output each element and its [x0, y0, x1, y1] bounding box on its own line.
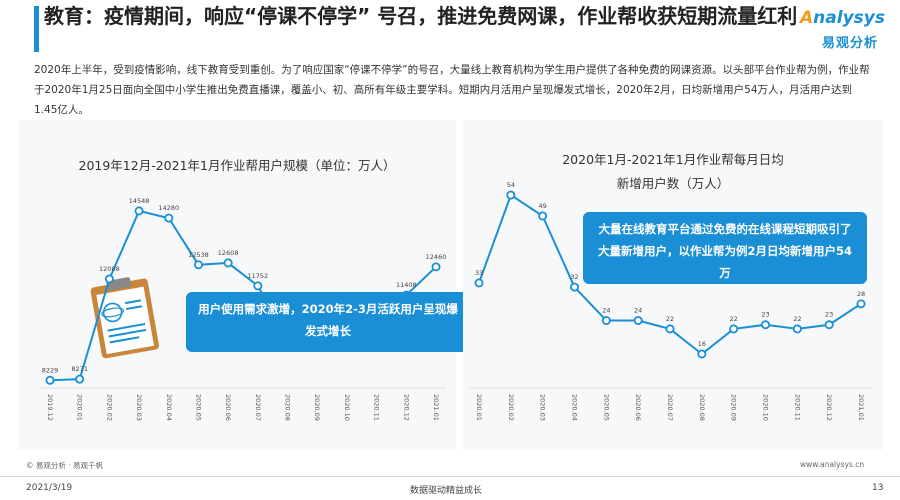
title-accent-bar — [34, 6, 39, 52]
data-label: 11752 — [248, 272, 269, 280]
data-point — [697, 349, 707, 359]
x-tick-label: 2020.02 — [507, 394, 515, 421]
x-tick-label: 2020.04 — [571, 394, 579, 421]
data-label: 16 — [698, 340, 706, 348]
data-label: 23 — [825, 311, 833, 319]
logo-text-en: Analysys — [800, 8, 885, 28]
x-tick-label: 2020.05 — [602, 394, 610, 421]
footer-slogan: 数据驱动精益成长 — [410, 486, 483, 496]
x-tick-label: 2020.07 — [254, 394, 262, 421]
data-point — [729, 324, 739, 334]
data-point — [665, 324, 675, 334]
data-point — [75, 374, 85, 384]
data-point — [253, 281, 263, 291]
x-tick-label: 2020.02 — [105, 394, 113, 421]
data-label: 32 — [570, 273, 578, 281]
data-point — [474, 278, 484, 288]
data-label: 14548 — [129, 197, 150, 205]
data-label: 28 — [857, 290, 865, 298]
data-point — [506, 190, 516, 200]
x-tick-label: 2020.01 — [76, 394, 84, 421]
data-point — [601, 316, 611, 326]
data-point — [570, 282, 580, 292]
x-tick-label: 2020.12 — [825, 394, 833, 421]
data-point — [45, 375, 55, 385]
data-point — [633, 316, 643, 326]
x-tick-label: 2019.12 — [46, 394, 54, 421]
intro-paragraph: 2020年上半年，受到疫情影响，线下教育受到重创。为了响应国家“停课不停学”的号… — [34, 64, 870, 116]
data-point — [824, 320, 834, 330]
footer-divider — [0, 476, 900, 477]
x-tick-label: 2020.11 — [373, 394, 381, 421]
data-label: 24 — [634, 307, 642, 315]
chart-title-right-line2: 新增用户数（万人） — [616, 176, 730, 191]
chart-user-scale: 8229827112008145481428012538126081175297… — [40, 197, 447, 421]
x-tick-label: 2020.06 — [634, 394, 642, 421]
data-point — [134, 206, 144, 216]
x-tick-label: 2020.11 — [793, 394, 801, 421]
footer-source: © 易观分析 · 易观千帆 — [26, 461, 104, 470]
annotation-right: 大量在线教育平台通过免费的在线课程短期吸引了大量新增用户，以作业帮为例2月日均新… — [583, 212, 867, 284]
page-number: 13 — [872, 483, 884, 493]
data-point — [538, 211, 548, 221]
data-point — [223, 258, 233, 268]
data-label: 22 — [793, 315, 801, 323]
x-tick-label: 2020.07 — [666, 394, 674, 421]
x-tick-label: 2020.05 — [194, 394, 202, 421]
logo-text-cn: 易观分析 — [822, 36, 879, 51]
data-label: 14280 — [158, 204, 179, 212]
data-label: 54 — [507, 181, 515, 189]
data-label: 12460 — [426, 253, 447, 261]
x-tick-label: 2020.10 — [343, 394, 351, 421]
data-label: 22 — [666, 315, 674, 323]
data-label: 12008 — [99, 265, 120, 273]
x-tick-label: 2020.03 — [135, 394, 143, 421]
chart-title-left: 2019年12月-2021年1月作业帮用户规模（单位：万人） — [78, 158, 396, 173]
footer-url: www.analysys.cn — [800, 460, 865, 469]
data-point — [760, 320, 770, 330]
chart-title-right-line1: 2020年1月-2021年1月作业帮每月日均 — [562, 152, 784, 167]
page-title: 教育：疫情期间，响应“停课不停学” 号召，推进免费网课，作业帮收获短期流量红利 — [44, 4, 798, 28]
x-tick-label: 2020.10 — [762, 394, 770, 421]
footer-date: 2021/3/19 — [26, 483, 73, 493]
data-label: 12608 — [218, 249, 239, 257]
x-tick-label: 2021.01 — [857, 394, 865, 421]
data-label: 12538 — [188, 251, 209, 259]
x-tick-label: 2021.01 — [432, 394, 440, 421]
x-tick-label: 2020.03 — [539, 394, 547, 421]
data-label: 33 — [475, 269, 483, 277]
clipboard-icon — [90, 277, 159, 359]
data-label: 49 — [539, 202, 547, 210]
chart-panel-left: 2019年12月-2021年1月作业帮用户规模（单位：万人） 8229 8271 1… — [18, 120, 470, 450]
data-point — [193, 260, 203, 270]
data-point — [164, 213, 174, 223]
data-point — [431, 262, 441, 272]
x-tick-label: 2020.08 — [284, 394, 292, 421]
x-tick-label: 2020.12 — [402, 394, 410, 421]
x-tick-label: 2020.09 — [730, 394, 738, 421]
x-tick-label: 2020.06 — [224, 394, 232, 421]
x-tick-label: 2020.04 — [165, 394, 173, 421]
analysys-logo: Analysys 易观分析 — [800, 8, 895, 58]
data-label: 24 — [602, 307, 610, 315]
data-point — [856, 299, 866, 309]
x-tick-label: 2020.08 — [698, 394, 706, 421]
data-point — [792, 324, 802, 334]
data-label: 23 — [761, 311, 769, 319]
data-label: 11408 — [396, 281, 417, 289]
data-label: 8271 — [71, 365, 88, 373]
chart-panel-right: 2020年1月-2021年1月作业帮每月日均 新增用户数（万人） 33 54 49 3… — [463, 120, 883, 450]
chart-daily-new-users: 33 54 49 32 24 24 22 16 22 23 22 23 28 2020.01 2020.02… — [469, 181, 871, 421]
data-label: 8229 — [42, 366, 59, 374]
x-tick-label: 2020.09 — [313, 394, 321, 421]
x-tick-label: 2020.01 — [475, 394, 483, 421]
data-label: 22 — [730, 315, 738, 323]
annotation-left: 用户使用需求激增，2020年2-3月活跃用户呈现爆发式增长 — [186, 292, 470, 352]
data-point — [104, 274, 114, 284]
